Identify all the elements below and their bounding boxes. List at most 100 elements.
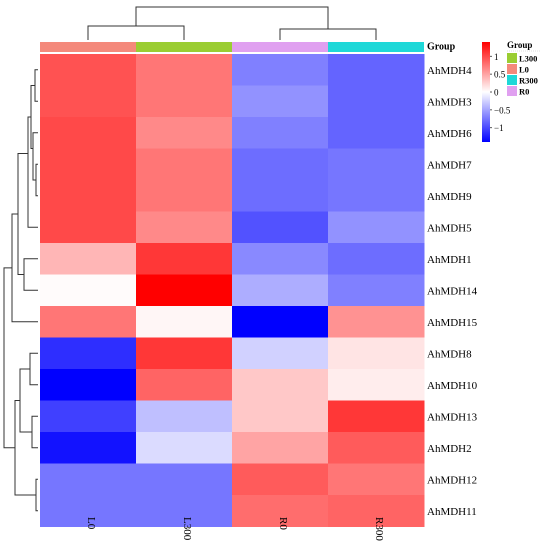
row-label: AhMDH7 (427, 159, 472, 171)
dendrogram-branch (35, 478, 38, 512)
group-annotation-cell (328, 42, 424, 52)
heatmap-cell (328, 495, 425, 527)
dendrogram-branch (17, 153, 28, 275)
dendrogram-branch (87, 25, 185, 40)
heatmap-cell (40, 211, 137, 244)
heatmap-cell (328, 54, 425, 86)
heatmap-cell (328, 117, 425, 149)
dendrogram-branch (27, 116, 38, 228)
group-legend-swatch (507, 75, 517, 85)
group-legend-label: R300 (519, 76, 538, 86)
heatmap-cell (328, 243, 425, 275)
color-scale-tick-label: 0 (494, 88, 499, 98)
heatmap-cell (136, 211, 233, 244)
heatmap-cell (232, 495, 329, 527)
heatmap-cell (328, 400, 425, 433)
row-label: AhMDH4 (427, 65, 472, 77)
row-labels: AhMDH4 AhMDH3 AhMDH6 AhMDH7 AhMDH9 AhMDH5 AhMD… (427, 65, 478, 518)
heatmap-cell (232, 432, 329, 464)
dendrogram-branch (34, 69, 38, 102)
column-label: R0 (277, 517, 289, 530)
heatmap-cell (328, 85, 425, 118)
group-legend-swatch (507, 86, 517, 96)
heatmap-cell (40, 180, 137, 212)
heatmap-cell (232, 117, 329, 149)
color-scale-legend: 1 0.5 0 −0.5 −1 (482, 42, 511, 142)
heatmap-cell (40, 54, 137, 86)
heatmap-cell (328, 180, 425, 212)
heatmap-cell (136, 337, 233, 370)
column-label: L300 (181, 517, 193, 541)
heatmap-cell (136, 306, 233, 338)
row-label: AhMDH3 (427, 96, 472, 108)
heatmap-cell (232, 211, 329, 244)
row-dendrogram (3, 69, 38, 512)
heatmap-cell (40, 274, 137, 307)
heatmap-cell (136, 117, 233, 149)
heatmap-cell (136, 369, 233, 401)
row-label: AhMDH15 (427, 317, 478, 329)
group-legend-title: Group (507, 40, 532, 50)
column-dendrogram (87, 6, 377, 40)
heatmap-cell (40, 117, 137, 149)
dendrogram-branch (23, 258, 38, 291)
group-legend-label: L300 (519, 54, 537, 64)
heatmap-cell (40, 337, 137, 370)
row-label: AhMDH11 (427, 506, 477, 518)
row-label: AhMDH5 (427, 222, 472, 234)
heatmap-cell (232, 85, 329, 118)
heatmap-cell (328, 148, 425, 181)
heatmap-cell (40, 400, 137, 433)
group-legend-label: R0 (519, 87, 529, 97)
color-scale-tick-label: 0.5 (494, 70, 506, 80)
heatmap-cell (40, 463, 137, 496)
heatmap-cell (232, 400, 329, 433)
heatmap-cell (232, 369, 329, 401)
heatmap-cell (328, 337, 425, 370)
row-label: AhMDH13 (427, 411, 478, 423)
group-annotation-cell (40, 42, 136, 52)
dendrogram-branch (135, 6, 329, 29)
dendrogram-branch (3, 267, 15, 449)
dendrogram-branch (279, 28, 377, 40)
row-label: AhMDH12 (427, 474, 477, 486)
group-annotation-cell (136, 42, 232, 52)
heatmap-cell (232, 54, 329, 86)
heatmap-cell (40, 85, 137, 118)
dendrogram-branch (11, 213, 38, 323)
group-legend-swatch (507, 64, 517, 74)
row-label: AhMDH10 (427, 380, 478, 392)
heatmap-cell (136, 180, 233, 212)
group-legend-label: L0 (519, 65, 529, 75)
heatmap-cell (232, 463, 329, 496)
heatmap-cell (328, 463, 425, 496)
color-scale-tick-label: 1 (494, 52, 499, 62)
heatmap-cell (40, 495, 137, 527)
heatmap-cell (328, 432, 425, 464)
heatmap-cell (40, 148, 137, 181)
heatmap-cell (40, 306, 137, 338)
row-label: AhMDH6 (427, 128, 472, 140)
column-labels: L0 L300 R0 R300 (85, 517, 385, 541)
group-legend-swatch (507, 53, 517, 63)
heatmap-cell (232, 337, 329, 370)
heatmap-cell (232, 243, 329, 275)
heatmap-cell (328, 211, 425, 244)
heatmap-cell (136, 495, 233, 527)
heatmap-cell (136, 243, 233, 275)
heatmap-cell (232, 148, 329, 181)
color-scale-tick-label: −1 (494, 123, 504, 133)
heatmap-cells (40, 54, 425, 527)
row-label: AhMDH2 (427, 443, 472, 455)
heatmap-cell (40, 369, 137, 401)
heatmap-cell (40, 243, 137, 275)
heatmap-cell (328, 274, 425, 307)
heatmap-cell (232, 180, 329, 212)
row-label: AhMDH9 (427, 191, 472, 203)
row-label: AhMDH14 (427, 285, 478, 297)
column-label: L0 (85, 517, 97, 530)
heatmap-cell (136, 432, 233, 464)
row-label: AhMDH1 (427, 254, 472, 266)
color-scale-tick-label: −0.5 (494, 105, 511, 115)
